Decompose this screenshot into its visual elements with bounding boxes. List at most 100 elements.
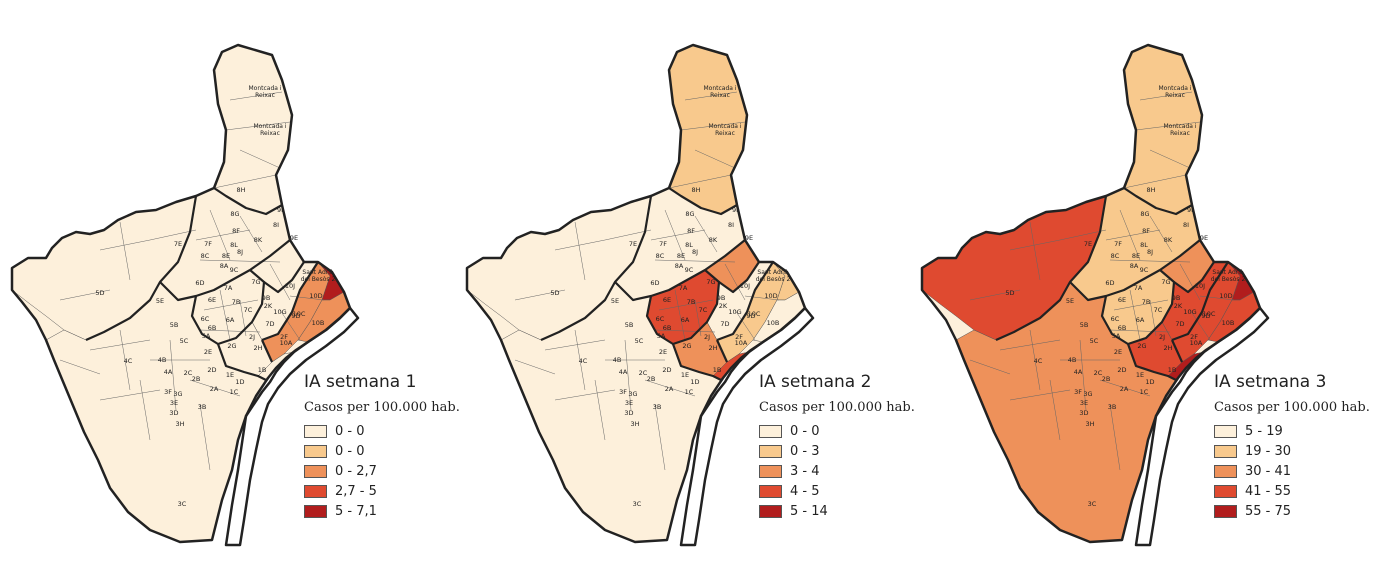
district-boundary bbox=[1069, 239, 1201, 302]
legend-item: 0 - 0 bbox=[304, 441, 460, 461]
area-code-label: 9D bbox=[746, 312, 755, 320]
area-code-label: 8C bbox=[656, 252, 665, 260]
district-boundary bbox=[159, 239, 291, 302]
area-code-label: 4A bbox=[1074, 368, 1083, 376]
area-code-label: 4C bbox=[1034, 357, 1043, 365]
neighbourhood-boundary bbox=[574, 329, 586, 391]
area-code-label: 4A bbox=[619, 368, 628, 376]
area-code-label: 2B bbox=[647, 375, 656, 383]
area-code-label: 6D bbox=[1105, 279, 1114, 287]
area-code-label: 10A bbox=[280, 339, 293, 347]
area-code-label: 8A bbox=[675, 262, 684, 270]
neighbourhood-boundary bbox=[1189, 309, 1211, 341]
neighbourhood-boundary bbox=[680, 121, 746, 131]
neighbourhood-boundary bbox=[229, 91, 283, 101]
neighbourhood-boundary bbox=[279, 309, 301, 341]
neighbourhood-boundary bbox=[1009, 389, 1071, 401]
area-code-label: 8K bbox=[709, 236, 718, 244]
area-code-label: 2H bbox=[708, 344, 717, 352]
legend-label: 0 - 2,7 bbox=[335, 463, 377, 479]
legend-item: 5 - 14 bbox=[759, 501, 915, 521]
neighbourhood-boundary bbox=[199, 403, 211, 471]
area-code-label: 7C bbox=[1154, 306, 1163, 314]
area-code-label: 1B bbox=[713, 366, 722, 374]
area-code-label: 3H bbox=[1085, 420, 1094, 428]
area-code-label: 8K bbox=[254, 236, 263, 244]
neighbourhood-boundary bbox=[209, 209, 231, 261]
neighbourhood-boundary bbox=[149, 229, 197, 241]
legend-swatch bbox=[759, 444, 782, 458]
area-code-label: 2F bbox=[280, 333, 288, 341]
district-boundary bbox=[668, 187, 738, 216]
district-boundary bbox=[716, 261, 774, 342]
area-code-label: 3G bbox=[628, 390, 637, 398]
map-panel-week-1: 8H 8G 8F 8I 8L 8K 9I 9E 7E 7F 8C 8E 8J 8A 9C 9D 5D 5E 6D 7A… bbox=[0, 0, 460, 581]
area-code-label: 6E bbox=[1118, 296, 1126, 304]
neighbourhood-boundary bbox=[239, 149, 281, 169]
area-code-label: 8A bbox=[220, 262, 229, 270]
area-code-label: 7B bbox=[687, 298, 696, 306]
area-code-label: 3H bbox=[175, 420, 184, 428]
area-code-label: 2K bbox=[1174, 302, 1183, 310]
area-code-label: 7E bbox=[1084, 240, 1092, 248]
neighbourhood-boundary bbox=[1029, 221, 1041, 281]
legend-swatch bbox=[1214, 504, 1237, 518]
legend-label: 4 - 5 bbox=[790, 483, 820, 499]
neighbourhood-boundary bbox=[1113, 299, 1169, 311]
place-label: del Besòs 2 bbox=[1211, 276, 1246, 283]
area-code-label: 7D bbox=[720, 320, 729, 328]
place-label: Reixac bbox=[1170, 130, 1190, 137]
neighbourhood-boundary bbox=[59, 289, 111, 301]
area-code-label: 2E bbox=[659, 348, 667, 356]
neighbourhood-boundary bbox=[969, 359, 1011, 375]
neighbourhood-boundary bbox=[544, 339, 606, 351]
area-code-label: 10D bbox=[764, 292, 777, 300]
neighbourhood-boundary bbox=[674, 289, 686, 341]
district-boundary bbox=[614, 239, 746, 302]
neighbourhood-boundary bbox=[668, 174, 732, 189]
neighbourhood-boundary bbox=[199, 259, 281, 263]
map-panel-week-3: 8H 8G 8F 8I 8L 8K 9I 9E 7E 7F 8C 8E 8J 8A 9C 9D 5D 5E 6D 7A… bbox=[910, 0, 1370, 581]
place-label: Sant Adrià bbox=[1212, 269, 1243, 276]
area-code-label: 9C bbox=[1140, 266, 1149, 274]
area-code-label: 9E bbox=[290, 234, 298, 242]
area-code-label: 3C bbox=[178, 500, 187, 508]
neighbourhood-boundary bbox=[554, 239, 606, 251]
area-code-label: 9B bbox=[262, 294, 271, 302]
legend-item: 4 - 5 bbox=[759, 481, 915, 501]
district-boundary bbox=[261, 261, 319, 342]
area-code-label: 5E bbox=[611, 297, 619, 305]
place-label: Montcada i bbox=[1158, 85, 1191, 92]
neighbourhood-boundary bbox=[1109, 403, 1121, 471]
neighbourhood-boundary bbox=[734, 309, 756, 341]
legend: IA setmana 3 Casos per 100.000 hab. 5 - … bbox=[1214, 372, 1370, 521]
district-boundary bbox=[1123, 187, 1193, 216]
neighbourhood-boundary bbox=[1123, 174, 1187, 189]
district-boundary bbox=[263, 261, 305, 294]
legend-label: 5 - 14 bbox=[790, 503, 828, 519]
area-code-label: 4B bbox=[1068, 356, 1077, 364]
area-code-label: 6C bbox=[1111, 315, 1120, 323]
area-code-label: 8F bbox=[1142, 227, 1150, 235]
legend-item: 2,7 - 5 bbox=[304, 481, 460, 501]
area-code-label: 4B bbox=[158, 356, 167, 364]
area-code-label: 2H bbox=[1163, 344, 1172, 352]
neighbourhood-boundary bbox=[203, 299, 259, 311]
area-code-label: 9I bbox=[277, 206, 283, 214]
area-code-label: 7C bbox=[699, 306, 708, 314]
area-code-label: 9B bbox=[717, 294, 726, 302]
area-code-label: 4B bbox=[613, 356, 622, 364]
area-code-label: 2A bbox=[1120, 385, 1129, 393]
district-boundary bbox=[1100, 269, 1176, 346]
neighbourhood-boundary bbox=[169, 339, 177, 411]
area-code-label: 6C bbox=[201, 315, 210, 323]
area-code-label: 5D bbox=[95, 289, 104, 297]
neighbourhood-boundary bbox=[1149, 215, 1173, 253]
neighbourhood-boundary bbox=[724, 263, 746, 301]
legend-item: 3 - 4 bbox=[759, 461, 915, 481]
neighbourhood-boundary bbox=[59, 359, 101, 375]
area-code-label: 2F bbox=[735, 333, 743, 341]
legend-item: 0 - 0 bbox=[304, 421, 460, 441]
neighbourhood-boundary bbox=[1059, 229, 1107, 241]
legend-swatch bbox=[1214, 464, 1237, 478]
